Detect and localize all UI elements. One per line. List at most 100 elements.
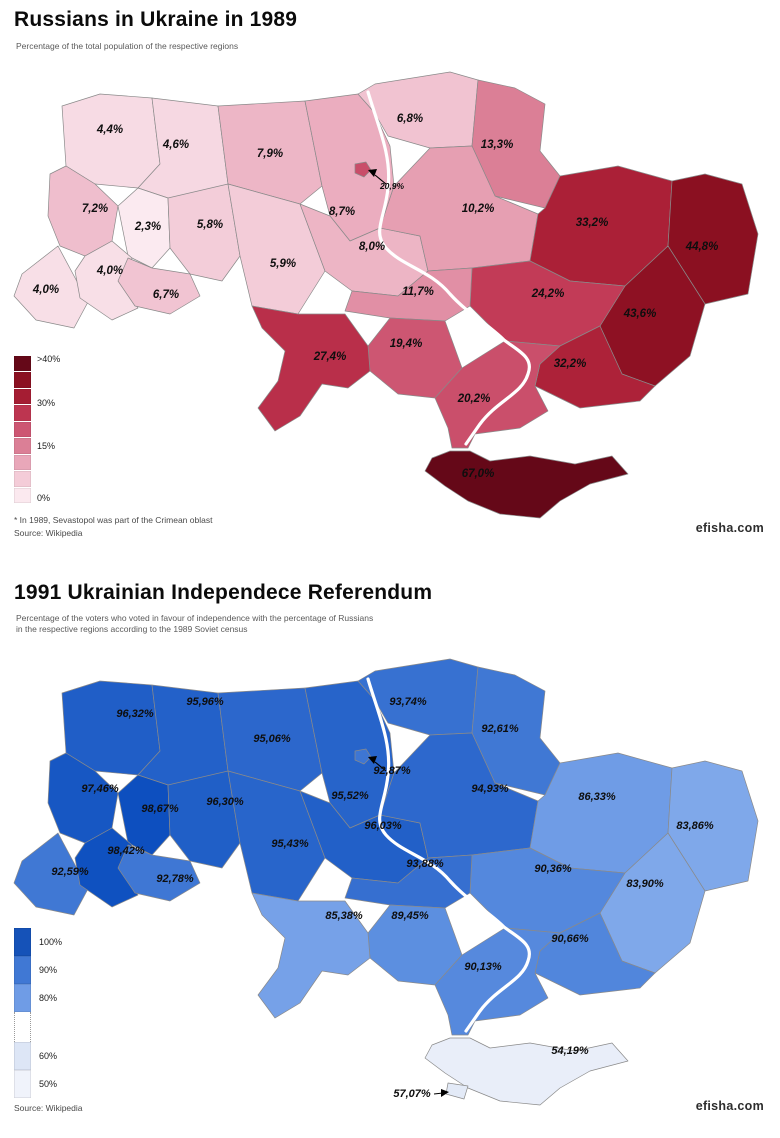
value-label-sevastopol: 57,07% (393, 1088, 431, 1100)
sevastopol-arrow-head (441, 1089, 449, 1097)
value-label-ivano_frankivsk: 98,42% (107, 845, 145, 857)
value-label-zaporizhzhia: 90,66% (551, 933, 589, 945)
map1-title: Russians in Ukraine in 1989 (14, 8, 298, 31)
region-crimea (424, 1037, 629, 1106)
region-zhytomyr (217, 687, 323, 792)
legend-row: 60% (14, 1042, 62, 1070)
region-zhytomyr (217, 100, 323, 205)
region-chernivtsi (117, 844, 201, 902)
region-ivano-frankivsk (74, 240, 139, 321)
value-label-kyiv_city: 20,9% (379, 181, 405, 191)
legend-gap (14, 1012, 31, 1042)
regions-group (13, 71, 759, 519)
region-chernivtsi (117, 257, 201, 315)
map1-canvas: 4,4% 4,6% 7,9% 6,8% 13,3% 20,9% 8,7% 7,2% 2,3% 5,… (13, 71, 759, 519)
legend-swatch (14, 372, 31, 388)
region-kirovohrad (344, 267, 473, 322)
value-label-kyiv_oblast: 95,52% (331, 790, 369, 802)
value-label-rivne: 4,6% (162, 139, 189, 151)
legend-swatch (14, 928, 31, 956)
value-label-odesa: 85,38% (325, 910, 363, 922)
legend-label: 30% (37, 398, 56, 409)
legend-label: 50% (39, 1079, 58, 1089)
value-label-dnipropetrovsk: 90,36% (534, 863, 572, 875)
legend-swatch (14, 405, 31, 421)
legend-swatch (14, 438, 31, 454)
value-label-volyn: 4,4% (96, 124, 123, 136)
legend-label: 0% (37, 493, 51, 504)
map2-subtitle: Percentage of the voters who voted in fa… (16, 613, 373, 635)
value-label-donetsk: 83,90% (626, 878, 664, 890)
map2-source: Source: Wikipedia (14, 1103, 83, 1113)
legend-swatch (14, 956, 31, 984)
map1-footnote: * In 1989, Sevastopol was part of the Cr… (14, 515, 213, 525)
value-label-poltava: 94,93% (471, 783, 509, 795)
value-label-khmelnytskyi: 96,30% (206, 796, 244, 808)
regions-group (13, 658, 759, 1106)
value-label-kyiv_oblast: 8,7% (329, 206, 355, 218)
legend-label: 100% (39, 937, 63, 947)
region-zakarpattia (13, 832, 89, 916)
value-label-chernihiv: 6,8% (397, 113, 423, 125)
legend-label: >40% (37, 353, 61, 364)
value-label-sumy: 13,3% (481, 139, 514, 151)
legend-row: 90% (14, 956, 62, 984)
value-label-lviv: 97,46% (81, 783, 119, 795)
value-label-luhansk: 44,8% (685, 241, 719, 253)
value-label-poltava: 10,2% (462, 203, 495, 215)
legend1-bar (14, 356, 31, 504)
value-label-luhansk: 83,86% (676, 820, 714, 832)
legend-label: 80% (39, 993, 58, 1003)
value-label-mykolaiv: 89,45% (391, 910, 429, 922)
kyiv-city-arrow (374, 174, 387, 185)
value-label-donetsk: 43,6% (623, 308, 657, 320)
legend-swatch (14, 984, 31, 1012)
legend-swatch (14, 1070, 31, 1098)
dnieper-river (366, 90, 531, 446)
kyiv-city-arrow-head (368, 169, 377, 177)
kyiv-city-arrow (374, 761, 387, 772)
value-label-odesa: 27,4% (313, 351, 347, 363)
value-label-crimea: 67,0% (462, 468, 495, 480)
value-label-kherson: 20,2% (457, 393, 491, 405)
value-label-kirovohrad: 93,88% (406, 858, 444, 870)
region-crimea (424, 450, 629, 519)
kyiv-city-arrow-head (368, 756, 377, 764)
legend-swatch (14, 1042, 31, 1070)
region-ivano-frankivsk (74, 827, 139, 908)
region-khmelnytskyi (167, 770, 241, 869)
value-label-ternopil: 2,3% (134, 221, 161, 233)
legend-row: 80% (14, 984, 62, 1012)
legend1-labels: >40% 30% 15% 0% (37, 353, 97, 504)
legend-swatch (14, 454, 31, 471)
value-label-mykolaiv: 19,4% (390, 338, 423, 350)
region-odesa (251, 892, 371, 1019)
value-label-zaporizhzhia: 32,2% (554, 358, 587, 370)
value-label-zhytomyr: 7,9% (257, 148, 283, 160)
value-label-vinnytsia: 5,9% (270, 258, 296, 270)
region-khmelnytskyi (167, 183, 241, 282)
value-label-zakarpattia: 92,59% (51, 866, 89, 878)
legend-row: 100% (14, 928, 62, 956)
value-label-volyn: 96,32% (116, 708, 154, 720)
value-label-chernivtsi: 6,7% (153, 289, 179, 301)
value-label-lviv: 7,2% (82, 203, 108, 215)
region-vinnytsia (227, 770, 326, 902)
legend-label: 60% (39, 1051, 58, 1061)
value-label-vinnytsia: 95,43% (271, 838, 309, 850)
value-label-kharkiv: 33,2% (576, 217, 609, 229)
value-label-ternopil: 98,67% (141, 803, 179, 815)
value-label-chernivtsi: 92,78% (156, 873, 194, 885)
legend-map1: >40% 30% 15% 0% (14, 353, 104, 504)
map2-title: 1991 Ukrainian Independece Referendum (14, 581, 433, 604)
map1-source: Source: Wikipedia (14, 528, 83, 538)
map2-extras (433, 1082, 469, 1100)
region-kyiv-city (354, 161, 372, 178)
legend-row: 50% (14, 1070, 62, 1098)
region-vinnytsia (227, 183, 326, 315)
region-kyiv-city (354, 748, 372, 765)
value-label-ivano_frankivsk: 4,0% (96, 265, 123, 277)
region-kirovohrad (344, 854, 473, 909)
legend-swatch (14, 471, 31, 487)
value-label-sumy: 92,61% (481, 723, 519, 735)
